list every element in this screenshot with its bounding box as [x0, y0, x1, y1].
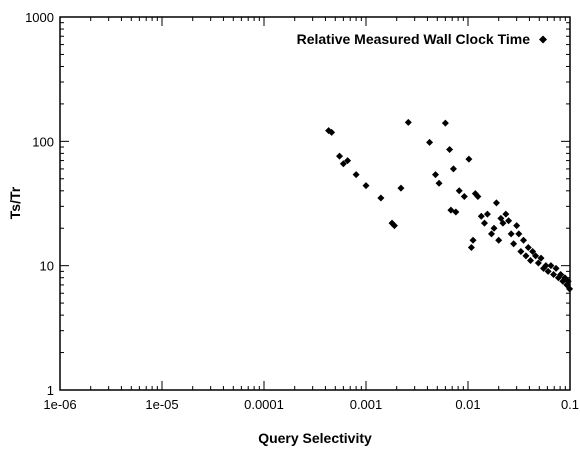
data-point: [566, 285, 574, 293]
data-point: [397, 184, 405, 192]
x-tick-label: 0.1: [561, 397, 579, 412]
data-point: [557, 270, 565, 278]
data-point: [469, 236, 477, 244]
legend: Relative Measured Wall Clock Time: [297, 31, 547, 47]
x-axis-label: Query Selectivity: [258, 430, 372, 446]
legend-label: Relative Measured Wall Clock Time: [297, 31, 531, 47]
data-point: [532, 252, 540, 260]
data-point: [524, 243, 532, 251]
data-point: [426, 138, 434, 146]
data-point: [452, 208, 460, 216]
data-point: [529, 247, 537, 255]
data-point: [550, 270, 558, 278]
data-point: [499, 219, 507, 227]
data-point: [328, 128, 336, 136]
data-point: [527, 257, 535, 265]
plot-frame: [59, 16, 571, 391]
data-point: [339, 160, 347, 168]
y-tick-label: 1000: [25, 10, 54, 25]
data-point: [495, 236, 503, 244]
data-point: [344, 157, 352, 165]
data-point: [534, 259, 542, 267]
data-point: [505, 217, 513, 225]
data-points: [325, 118, 574, 293]
data-point: [390, 222, 398, 230]
data-point: [441, 119, 449, 127]
data-point: [455, 187, 463, 195]
y-tick-label: 100: [32, 134, 54, 149]
data-point: [352, 171, 360, 179]
data-point: [336, 152, 344, 160]
data-point: [435, 179, 443, 187]
data-point: [517, 247, 525, 255]
data-point: [502, 210, 510, 218]
data-point: [483, 210, 491, 218]
legend-marker-icon: [539, 35, 547, 44]
data-point: [522, 252, 530, 260]
data-point: [465, 155, 473, 163]
y-tick-label: 10: [40, 259, 54, 274]
data-point: [544, 267, 552, 275]
data-point: [449, 165, 457, 173]
data-point: [460, 192, 468, 200]
data-point: [492, 199, 500, 207]
data-point: [362, 182, 370, 190]
y-tick-label: 1: [47, 383, 54, 398]
data-point: [507, 230, 515, 238]
x-tick-label: 1e-05: [145, 397, 178, 412]
data-point: [480, 219, 488, 227]
data-point: [537, 254, 545, 262]
data-point: [542, 262, 550, 270]
axis-ticks: 1e-06 1e-05 0.0001 0.001 0.01 0.1 1 10 100 1000: [25, 10, 579, 412]
data-point: [446, 145, 454, 153]
x-tick-label: 0.001: [350, 397, 383, 412]
data-point: [477, 212, 485, 220]
data-point: [547, 262, 555, 270]
data-point: [515, 230, 523, 238]
data-point: [513, 222, 521, 230]
data-point: [404, 118, 412, 126]
data-point: [488, 230, 496, 238]
data-point: [377, 194, 385, 202]
y-axis-label: Ts/Tr: [7, 186, 23, 219]
x-tick-label: 0.01: [455, 397, 480, 412]
data-point: [552, 264, 560, 272]
data-point: [467, 243, 475, 251]
data-point: [564, 277, 572, 285]
x-tick-label: 1e-06: [43, 397, 76, 412]
data-point: [510, 240, 518, 248]
x-tick-label: 0.0001: [244, 397, 284, 412]
data-point: [490, 224, 498, 232]
data-point: [519, 236, 527, 244]
data-point: [431, 171, 439, 179]
data-point: [474, 192, 482, 200]
